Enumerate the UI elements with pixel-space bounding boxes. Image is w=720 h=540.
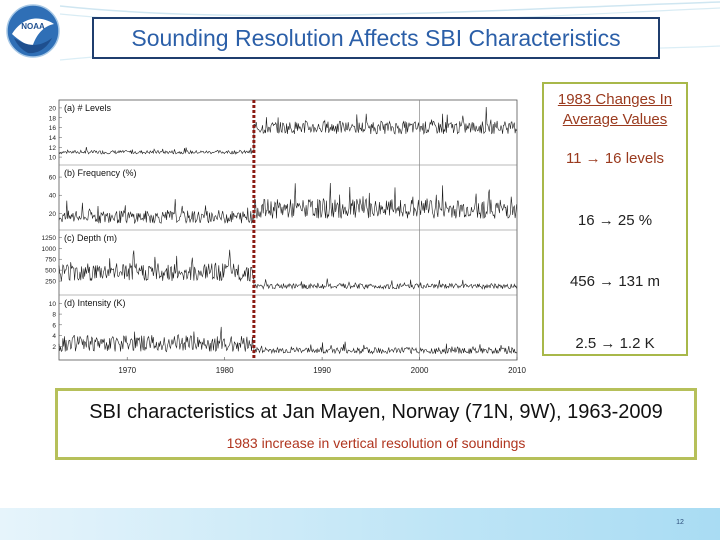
series-line [58, 106, 517, 155]
y-tick-label: 6 [52, 322, 56, 329]
changes-heading: 1983 Changes In Average Values [544, 90, 686, 130]
caption-box: SBI characteristics at Jan Mayen, Norway… [55, 388, 697, 460]
slide-title-box: Sounding Resolution Affects SBI Characte… [92, 17, 660, 59]
y-tick-label: 12 [49, 145, 57, 152]
y-tick-label: 10 [49, 155, 57, 162]
change-intensity: 2.5 → 1.2 K [575, 335, 655, 352]
panel-label: (a) # Levels [64, 103, 112, 113]
x-tick-label: 2000 [411, 366, 429, 375]
change-depth: 456 → 131 m [569, 273, 661, 290]
y-tick-label: 60 [49, 175, 57, 182]
series-line [58, 182, 517, 224]
x-tick-label: 1970 [118, 366, 136, 375]
y-tick-label: 18 [49, 115, 57, 122]
panel-label: (c) Depth (m) [64, 233, 117, 243]
y-tick-label: 16 [49, 125, 57, 132]
y-tick-label: 14 [49, 135, 57, 142]
y-tick-label: 20 [49, 105, 57, 112]
y-tick-label: 2 [52, 344, 56, 351]
changes-heading-line1: 1983 Changes In [557, 91, 673, 108]
header-band: NOAA Sounding Resolution Affects SBI Cha… [0, 0, 720, 70]
noaa-logo: NOAA [6, 4, 60, 58]
sbi-chart: 20 18 16 14 12 10 (a) # Levels 60 40 20 (b) Freque… [42, 99, 526, 375]
y-tick-label: 20 [49, 211, 57, 218]
x-tick-label: 2010 [508, 366, 526, 375]
changes-box: 1983 Changes In Average Values 11 → 16 l… [542, 82, 688, 356]
y-tick-label: 250 [45, 279, 56, 286]
y-tick-label: 40 [49, 193, 57, 200]
series-line [58, 249, 517, 290]
slide-number: 12 [676, 519, 684, 526]
changes-heading-line2: Average Values [562, 111, 668, 128]
x-tick-label: 1980 [216, 366, 234, 375]
y-tick-label: 10 [49, 301, 57, 308]
logo-text: NOAA [21, 22, 45, 31]
y-tick-label: 750 [45, 257, 56, 264]
series-line [58, 326, 517, 355]
y-tick-label: 1250 [42, 235, 57, 242]
footer-band [0, 508, 720, 540]
y-tick-label: 1000 [42, 246, 57, 253]
y-tick-label: 8 [52, 312, 56, 319]
change-levels: 11 → 16 levels [565, 150, 665, 167]
x-tick-label: 1990 [313, 366, 331, 375]
panel-label: (d) Intensity (K) [64, 298, 126, 308]
caption-subtitle: 1983 increase in vertical resolution of … [226, 435, 526, 451]
slide-title: Sounding Resolution Affects SBI Characte… [131, 24, 621, 51]
change-frequency: 16 → 25 % [577, 212, 653, 229]
caption-title: SBI characteristics at Jan Mayen, Norway… [89, 401, 663, 423]
panel-label: (b) Frequency (%) [64, 168, 137, 178]
y-tick-label: 500 [45, 268, 56, 275]
y-tick-label: 4 [52, 333, 56, 340]
